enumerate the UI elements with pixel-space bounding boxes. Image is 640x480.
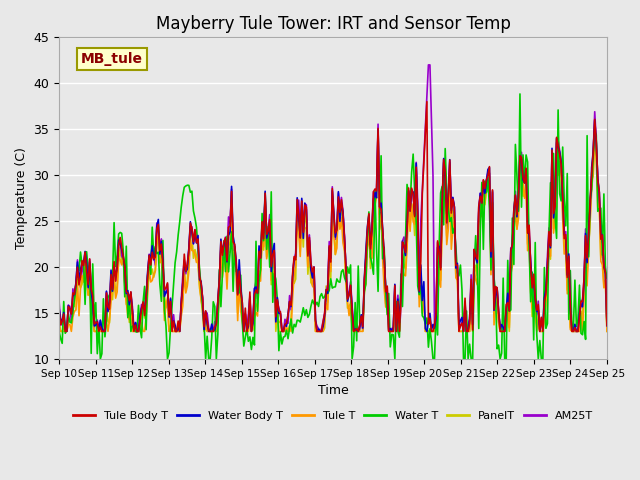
AM25T	[424, 62, 432, 68]
Water T	[603, 275, 611, 281]
Water T	[516, 91, 524, 97]
Water T	[239, 318, 246, 324]
Water Body T	[239, 300, 246, 306]
Line: PanelT: PanelT	[59, 128, 607, 331]
Line: Water T: Water T	[59, 94, 607, 359]
PanelT	[124, 299, 132, 304]
PanelT	[374, 125, 382, 131]
Tule Body T	[603, 323, 611, 328]
PanelT	[603, 328, 611, 334]
AM25T	[124, 295, 132, 300]
AM25T	[239, 309, 246, 314]
Line: Tule Body T: Tule Body T	[59, 102, 607, 331]
Water T	[55, 329, 63, 335]
Y-axis label: Temperature (C): Temperature (C)	[15, 147, 28, 249]
Water Body T	[248, 328, 255, 334]
Water T	[296, 319, 304, 325]
Water T	[575, 282, 583, 288]
Water T	[248, 347, 255, 352]
Tule Body T	[248, 328, 255, 334]
PanelT	[575, 328, 583, 334]
Tule T	[220, 261, 228, 266]
Tule Body T	[124, 290, 132, 296]
Tule T	[55, 324, 63, 330]
Water T	[124, 315, 132, 321]
AM25T	[248, 328, 255, 334]
X-axis label: Time: Time	[317, 384, 348, 397]
AM25T	[61, 328, 69, 334]
Tule Body T	[296, 235, 304, 241]
Tule Body T	[575, 314, 583, 320]
AM25T	[55, 299, 63, 305]
Tule T	[603, 328, 611, 334]
Tule Body T	[239, 300, 246, 305]
Line: Tule T: Tule T	[59, 134, 607, 331]
Line: AM25T: AM25T	[59, 65, 607, 331]
Water Body T	[124, 288, 132, 293]
Text: MB_tule: MB_tule	[81, 52, 143, 66]
Water Body T	[55, 306, 63, 312]
Tule Body T	[55, 308, 63, 313]
Tule T	[248, 328, 255, 334]
Tule T	[239, 318, 246, 324]
Tule T	[591, 132, 598, 137]
Water Body T	[603, 323, 611, 328]
Water T	[97, 356, 104, 362]
Legend: Tule Body T, Water Body T, Tule T, Water T, PanelT, AM25T: Tule Body T, Water Body T, Tule T, Water…	[68, 406, 598, 425]
PanelT	[220, 249, 228, 254]
Tule Body T	[423, 99, 431, 105]
Tule Body T	[220, 239, 228, 245]
Tule T	[57, 328, 65, 334]
PanelT	[239, 313, 246, 319]
PanelT	[296, 249, 304, 254]
AM25T	[603, 320, 611, 326]
Water Body T	[591, 117, 598, 122]
PanelT	[57, 328, 65, 334]
AM25T	[220, 245, 228, 251]
Tule T	[574, 328, 582, 334]
PanelT	[55, 318, 63, 324]
Water T	[220, 238, 228, 243]
AM25T	[296, 230, 304, 236]
Title: Mayberry Tule Tower: IRT and Sensor Temp: Mayberry Tule Tower: IRT and Sensor Temp	[156, 15, 511, 33]
Tule T	[124, 313, 132, 319]
Water Body T	[220, 241, 228, 247]
PanelT	[248, 328, 255, 334]
Line: Water Body T: Water Body T	[59, 120, 607, 331]
Tule T	[296, 253, 304, 259]
Tule Body T	[61, 328, 69, 334]
Water Body T	[63, 328, 70, 334]
AM25T	[575, 314, 583, 320]
Water Body T	[296, 235, 304, 240]
Water Body T	[574, 328, 582, 334]
